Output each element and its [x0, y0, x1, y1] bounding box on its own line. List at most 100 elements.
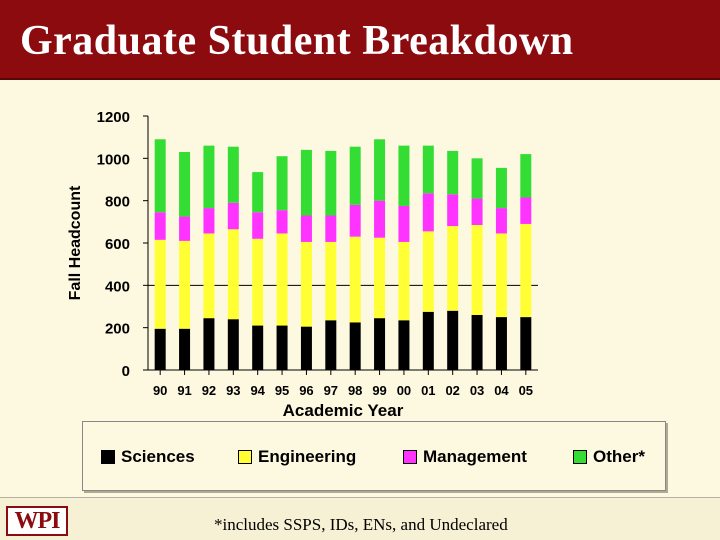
bar-segment-sciences	[252, 325, 264, 370]
bar-segment-other	[471, 158, 483, 199]
bar-segment-sciences	[179, 328, 191, 370]
bar-segment-engineering	[374, 237, 386, 319]
bar-segment-engineering	[422, 231, 434, 312]
legend-swatch-management	[403, 450, 417, 464]
bar-segment-sciences	[520, 317, 532, 370]
slide-title: Graduate Student Breakdown	[20, 18, 574, 64]
x-tick-label: 97	[324, 383, 338, 398]
y-tick-label: 200	[105, 321, 130, 338]
bar-segment-other	[520, 154, 532, 198]
x-tick-label: 90	[153, 383, 167, 398]
bar-segment-other	[325, 150, 337, 216]
bar-segment-sciences	[422, 311, 434, 370]
bar-segment-management	[374, 200, 386, 238]
bar-segment-management	[447, 194, 459, 227]
bar-segment-management	[179, 216, 191, 241]
legend-label: Management	[423, 447, 527, 466]
bar-segment-sciences	[349, 322, 361, 370]
bar-segment-engineering	[520, 223, 532, 318]
bar-segment-engineering	[203, 233, 215, 319]
bar-segment-management	[422, 193, 434, 232]
footer	[0, 498, 720, 540]
bar-segment-sciences	[276, 325, 288, 370]
x-tick-label: 93	[226, 383, 240, 398]
bar-segment-engineering	[179, 240, 191, 329]
footer-divider	[0, 497, 720, 498]
bar-segment-other	[203, 145, 215, 209]
bar-segment-other	[398, 145, 410, 206]
legend-label: Engineering	[258, 447, 357, 466]
legend-swatch-other	[573, 450, 587, 464]
y-axis-title: Fall Headcount	[67, 185, 84, 300]
x-tick-label: 03	[470, 383, 484, 398]
bar-segment-management	[398, 205, 410, 242]
bar-segment-engineering	[276, 233, 288, 326]
bar-segment-other	[300, 149, 312, 216]
bar-segment-sciences	[154, 328, 166, 370]
x-tick-label: 02	[445, 383, 459, 398]
x-tick-label: 99	[372, 383, 386, 398]
bar-segment-sciences	[374, 318, 386, 370]
y-tick-label: 800	[105, 194, 130, 211]
bar-segment-other	[349, 146, 361, 205]
legend-swatch-sciences	[101, 450, 115, 464]
x-tick-label: 04	[494, 383, 509, 398]
title-bar: Graduate Student Breakdown	[0, 0, 720, 80]
x-tick-label: 01	[421, 383, 435, 398]
x-axis-title: Academic Year	[283, 401, 404, 420]
bar-segment-sciences	[447, 310, 459, 370]
bar-segment-engineering	[495, 233, 507, 318]
bar-segment-management	[154, 212, 166, 240]
bar-segment-other	[154, 139, 166, 213]
bar-segment-other	[374, 139, 386, 201]
bar-segment-management	[471, 198, 483, 226]
x-tick-label: 94	[250, 383, 265, 398]
bar-segment-engineering	[398, 241, 410, 321]
x-tick-label: 96	[299, 383, 313, 398]
bar-segment-sciences	[227, 319, 239, 370]
bar-segment-sciences	[495, 317, 507, 370]
chart-legend: Sciences Engineering Management Other*	[82, 421, 666, 491]
bar-segment-management	[325, 215, 337, 242]
y-tick-label: 1000	[97, 151, 130, 168]
bar-segment-sciences	[471, 314, 483, 370]
bar-segment-other	[422, 145, 434, 194]
x-tick-label: 95	[275, 383, 289, 398]
bar-segment-engineering	[325, 241, 337, 321]
wpi-logo: WPI	[6, 506, 68, 536]
y-tick-label: 600	[105, 236, 130, 253]
bar-segment-other	[179, 151, 191, 217]
bar-segment-sciences	[203, 318, 215, 370]
bar-segment-management	[300, 215, 312, 242]
bar-segment-other	[227, 146, 239, 203]
bar-segment-engineering	[349, 236, 361, 323]
y-tick-label: 400	[105, 278, 130, 295]
legend-swatch-engineering	[238, 450, 252, 464]
bar-segment-management	[349, 204, 361, 237]
legend-label: Other*	[593, 447, 645, 466]
y-tick-label: 1200	[97, 109, 130, 126]
x-tick-label: 00	[397, 383, 411, 398]
bar-segment-management	[520, 197, 532, 224]
bar-segment-management	[203, 208, 215, 234]
logo-text: WPI	[14, 508, 61, 534]
x-tick-label: 98	[348, 383, 362, 398]
bar-segment-other	[252, 172, 264, 213]
bar-segment-engineering	[227, 229, 239, 320]
bar-segment-management	[252, 212, 264, 239]
x-tick-label: 92	[202, 383, 216, 398]
footnote: *includes SSPS, IDs, ENs, and Undeclared	[214, 515, 508, 534]
bar-segment-sciences	[398, 320, 410, 370]
x-tick-label: 91	[177, 383, 191, 398]
bar-segment-other	[495, 167, 507, 209]
legend-item-engineering: Engineering	[238, 447, 356, 467]
bar-segment-management	[495, 208, 507, 234]
bar-segment-management	[276, 210, 288, 234]
bar-segment-sciences	[300, 326, 312, 370]
bar-segment-engineering	[300, 241, 312, 327]
y-tick-label: 0	[122, 363, 130, 380]
bar-segment-management	[227, 202, 239, 230]
x-tick-label: 05	[519, 383, 533, 398]
bar-segment-engineering	[471, 225, 483, 315]
